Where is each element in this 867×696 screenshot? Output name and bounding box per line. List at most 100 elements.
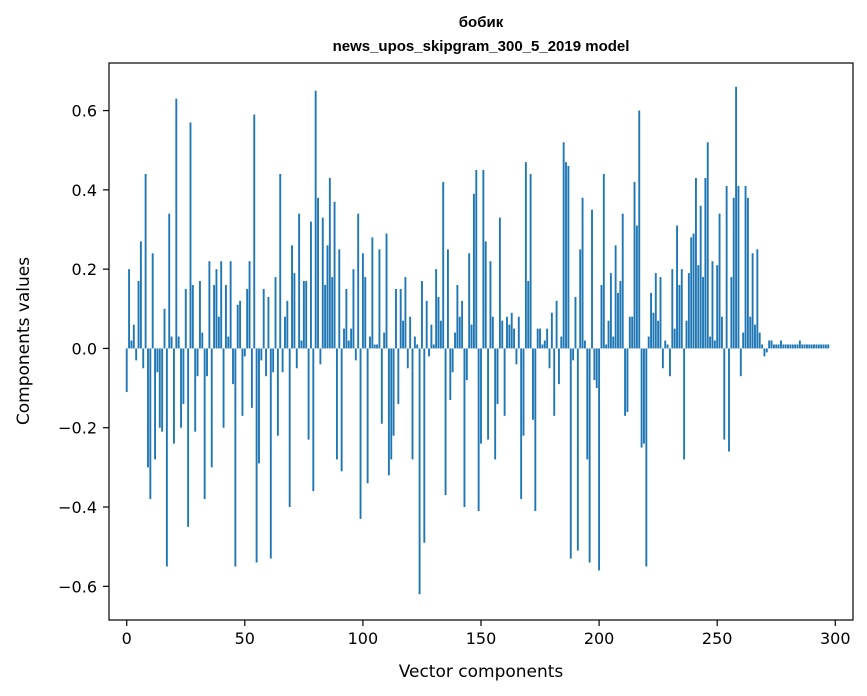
bar-221: [647, 336, 650, 349]
bar-23: [180, 348, 182, 428]
bar-89: [335, 348, 338, 460]
bar-77: [307, 348, 310, 440]
bar-130: [432, 344, 435, 349]
bar-49: [241, 348, 244, 416]
x-tick-label: 100: [348, 629, 379, 648]
bar-96: [352, 269, 355, 349]
bar-292: [815, 344, 818, 349]
bar-84: [324, 285, 327, 349]
bar-68: [286, 300, 289, 349]
bar-260: [739, 348, 742, 377]
bar-141: [458, 316, 461, 349]
bar-158: [498, 217, 501, 349]
bar-124: [418, 348, 421, 595]
bar-278: [782, 344, 785, 349]
bar-243: [699, 205, 702, 349]
bar-204: [607, 320, 610, 349]
bar-263: [746, 197, 749, 349]
bar-28: [191, 285, 194, 349]
bar-8: [144, 174, 147, 349]
bar-19: [170, 336, 173, 349]
bar-277: [780, 340, 782, 349]
bar-194: [583, 340, 586, 349]
bar-149: [477, 348, 480, 511]
bar-275: [775, 344, 778, 349]
bar-82: [319, 348, 322, 365]
bar-10: [149, 348, 152, 500]
bar-102: [366, 348, 369, 484]
bar-47: [236, 304, 239, 349]
bar-91: [340, 348, 343, 472]
bar-250: [716, 265, 719, 349]
bar-22: [177, 336, 180, 349]
bar-100: [361, 253, 364, 349]
bar-164: [513, 328, 516, 349]
bar-264: [749, 316, 752, 349]
bar-107: [378, 249, 381, 349]
bar-83: [321, 217, 324, 349]
bar-255: [728, 348, 730, 452]
bar-224: [654, 273, 657, 349]
bar-4: [135, 348, 138, 361]
bar-145: [468, 253, 471, 349]
bar-269: [761, 344, 764, 349]
bar-136: [446, 249, 449, 349]
bar-180: [550, 312, 553, 349]
bar-143: [463, 348, 466, 508]
bar-189: [572, 348, 575, 361]
bar-75: [302, 281, 305, 349]
bar-178: [546, 328, 549, 349]
bar-80: [314, 90, 317, 349]
bar-192: [579, 249, 582, 349]
bar-187: [567, 166, 570, 349]
bar-144: [465, 348, 468, 381]
bar-70: [291, 245, 293, 349]
bar-209: [619, 281, 622, 349]
bar-26: [187, 348, 190, 527]
bar-270: [763, 348, 766, 357]
bar-27: [189, 122, 192, 349]
bar-253: [723, 348, 726, 440]
bar-210: [621, 213, 624, 349]
y-tick-label: 0.6: [72, 102, 97, 121]
bar-268: [758, 332, 761, 349]
bars-group: [125, 86, 830, 595]
bar-29: [194, 348, 197, 432]
bar-72: [295, 348, 298, 369]
bar-44: [229, 261, 232, 349]
bar-170: [527, 281, 530, 349]
bar-71: [293, 273, 296, 349]
bar-216: [635, 225, 638, 349]
bar-85: [326, 245, 329, 349]
bar-87: [331, 277, 334, 349]
bar-36: [210, 348, 213, 468]
bar-244: [702, 277, 704, 349]
bar-99: [359, 348, 362, 519]
bar-247: [709, 336, 712, 349]
bar-272: [768, 340, 771, 349]
bar-7: [142, 348, 145, 369]
bar-151: [482, 170, 485, 349]
bar-234: [678, 285, 681, 349]
bar-214: [631, 316, 634, 349]
bar-195: [586, 348, 589, 460]
bar-58: [262, 288, 265, 349]
bar-53: [250, 348, 253, 408]
bar-257: [732, 197, 735, 349]
bar-286: [801, 344, 804, 349]
bar-225: [657, 320, 660, 349]
bar-33: [203, 348, 206, 500]
bar-239: [690, 237, 693, 349]
bar-30: [196, 348, 199, 377]
bar-110: [385, 233, 388, 349]
bar-3: [132, 324, 135, 349]
bar-55: [255, 348, 258, 563]
bar-203: [605, 344, 608, 349]
bar-176: [541, 344, 544, 349]
bar-103: [369, 336, 371, 349]
bar-188: [569, 348, 572, 559]
y-tick-label: −0.2: [58, 419, 97, 438]
y-tick-label: 0.4: [72, 181, 97, 200]
bar-294: [820, 344, 823, 349]
x-tick-label: 0: [122, 629, 132, 648]
